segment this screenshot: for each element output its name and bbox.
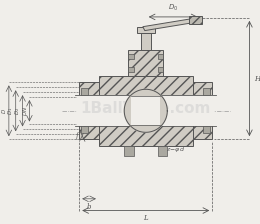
Polygon shape: [124, 89, 167, 132]
Bar: [81, 88, 88, 95]
Bar: [137, 27, 155, 32]
Text: $DN$: $DN$: [21, 106, 29, 116]
Text: f: f: [76, 132, 78, 140]
Text: $D_2$: $D_2$: [13, 107, 22, 115]
Bar: [158, 54, 163, 59]
Bar: [131, 96, 160, 125]
Bar: [128, 54, 134, 59]
Bar: [158, 67, 163, 72]
Bar: [124, 146, 134, 156]
Bar: [77, 95, 214, 126]
Bar: [79, 82, 99, 139]
Bar: [81, 126, 88, 133]
Bar: [204, 88, 210, 95]
Text: 1BallValve.com: 1BallValve.com: [81, 101, 211, 116]
Text: $z\!-\!\varphi d$: $z\!-\!\varphi d$: [166, 145, 185, 154]
Bar: [204, 126, 210, 133]
Bar: [141, 32, 151, 50]
Text: b: b: [87, 203, 91, 211]
Text: H: H: [254, 75, 260, 82]
Text: $D_0$: $D_0$: [168, 3, 178, 13]
Bar: [128, 67, 134, 72]
Bar: [128, 50, 163, 75]
Bar: [189, 16, 202, 24]
Text: L: L: [144, 214, 148, 222]
Polygon shape: [143, 18, 199, 31]
Text: $D_1$: $D_1$: [6, 107, 15, 115]
Text: $D$: $D$: [0, 108, 8, 114]
Bar: [158, 146, 167, 156]
Bar: [193, 82, 212, 139]
Bar: [99, 75, 193, 146]
